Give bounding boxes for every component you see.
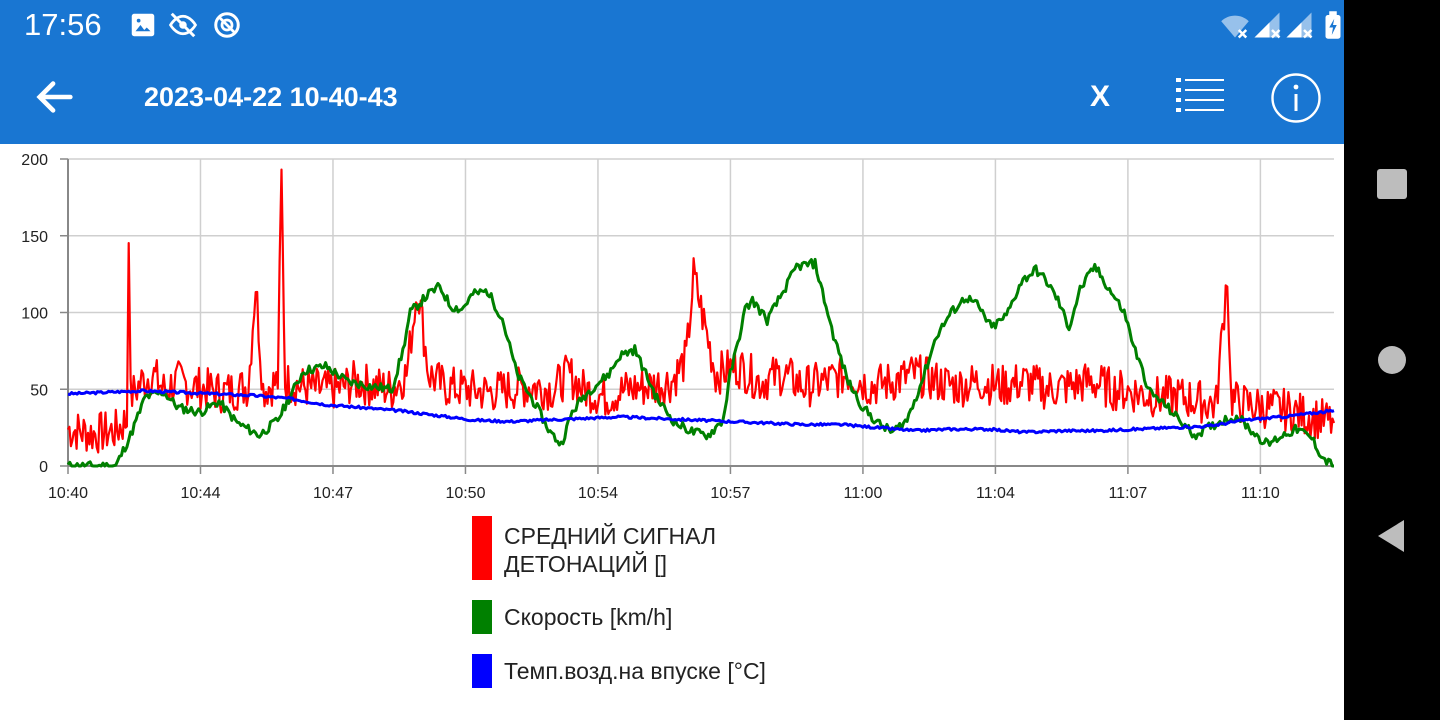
x-tick-label: 11:10 xyxy=(1241,485,1280,502)
eye-off-icon xyxy=(168,12,198,38)
battery-charging-icon xyxy=(1325,11,1341,39)
x-tick-label: 11:04 xyxy=(976,485,1015,502)
x-tick-label: 10:47 xyxy=(313,485,353,502)
image-icon xyxy=(131,13,155,37)
y-tick-label: 50 xyxy=(30,382,48,399)
legend-label-speed: Скорость [km/h] xyxy=(504,604,673,630)
y-tick-label: 200 xyxy=(21,152,48,169)
series-line-temp xyxy=(67,388,1335,435)
x-tick-label: 10:54 xyxy=(578,485,618,502)
chart-axes: 0 50 100 150 200 10:40 10:44 10:47 10:50 10:54 10:… xyxy=(21,152,1334,502)
legend-swatch-knock xyxy=(472,516,492,580)
series-line-speed xyxy=(66,257,1334,468)
status-bar: 17:56 xyxy=(0,0,1344,50)
triangle-back-icon[interactable] xyxy=(1372,516,1412,556)
data-saver-icon xyxy=(214,12,240,38)
y-tick-label: 100 xyxy=(21,306,48,323)
circle-home-icon[interactable] xyxy=(1372,340,1412,380)
line-chart: 0 50 100 150 200 10:40 10:44 10:47 10:50 10:54 10:… xyxy=(21,152,1336,502)
legend-label-temp: Темп.возд.на впуске [°C] xyxy=(504,658,766,684)
x-tick-label: 10:57 xyxy=(710,485,750,502)
x-tick-label: 11:00 xyxy=(844,485,883,502)
status-time: 17:56 xyxy=(24,7,102,42)
close-button[interactable]: X xyxy=(1090,80,1111,113)
system-nav-bar xyxy=(1344,0,1440,720)
series-line-knock xyxy=(67,168,1336,454)
list-icon[interactable] xyxy=(1174,76,1226,118)
y-tick-label: 0 xyxy=(39,459,48,476)
signal-icon xyxy=(1286,12,1313,39)
app-title: 2023-04-22 10-40-43 xyxy=(144,82,398,112)
legend-swatch-speed xyxy=(472,600,492,634)
app-screen: 17:56 xyxy=(0,0,1344,720)
signal-icon xyxy=(1254,12,1281,39)
x-tick-label: 11:07 xyxy=(1108,485,1147,502)
legend-label-knock-line2: ДЕТОНАЦИЙ [] xyxy=(504,551,668,577)
square-recents-icon[interactable] xyxy=(1372,164,1412,204)
back-arrow-icon[interactable] xyxy=(30,74,80,120)
chart-series xyxy=(66,168,1336,468)
x-tick-label: 10:44 xyxy=(180,485,220,502)
y-tick-label: 150 xyxy=(21,229,48,246)
wifi-icon xyxy=(1221,15,1249,39)
x-tick-label: 10:50 xyxy=(445,485,485,502)
app-bar: 2023-04-22 10-40-43 X xyxy=(0,50,1344,144)
x-tick-label: 10:40 xyxy=(48,485,88,502)
info-icon[interactable] xyxy=(1270,72,1322,124)
legend-swatch-temp xyxy=(472,654,492,688)
legend-label-knock-line1: СРЕДНИЙ СИГНАЛ xyxy=(504,523,717,549)
